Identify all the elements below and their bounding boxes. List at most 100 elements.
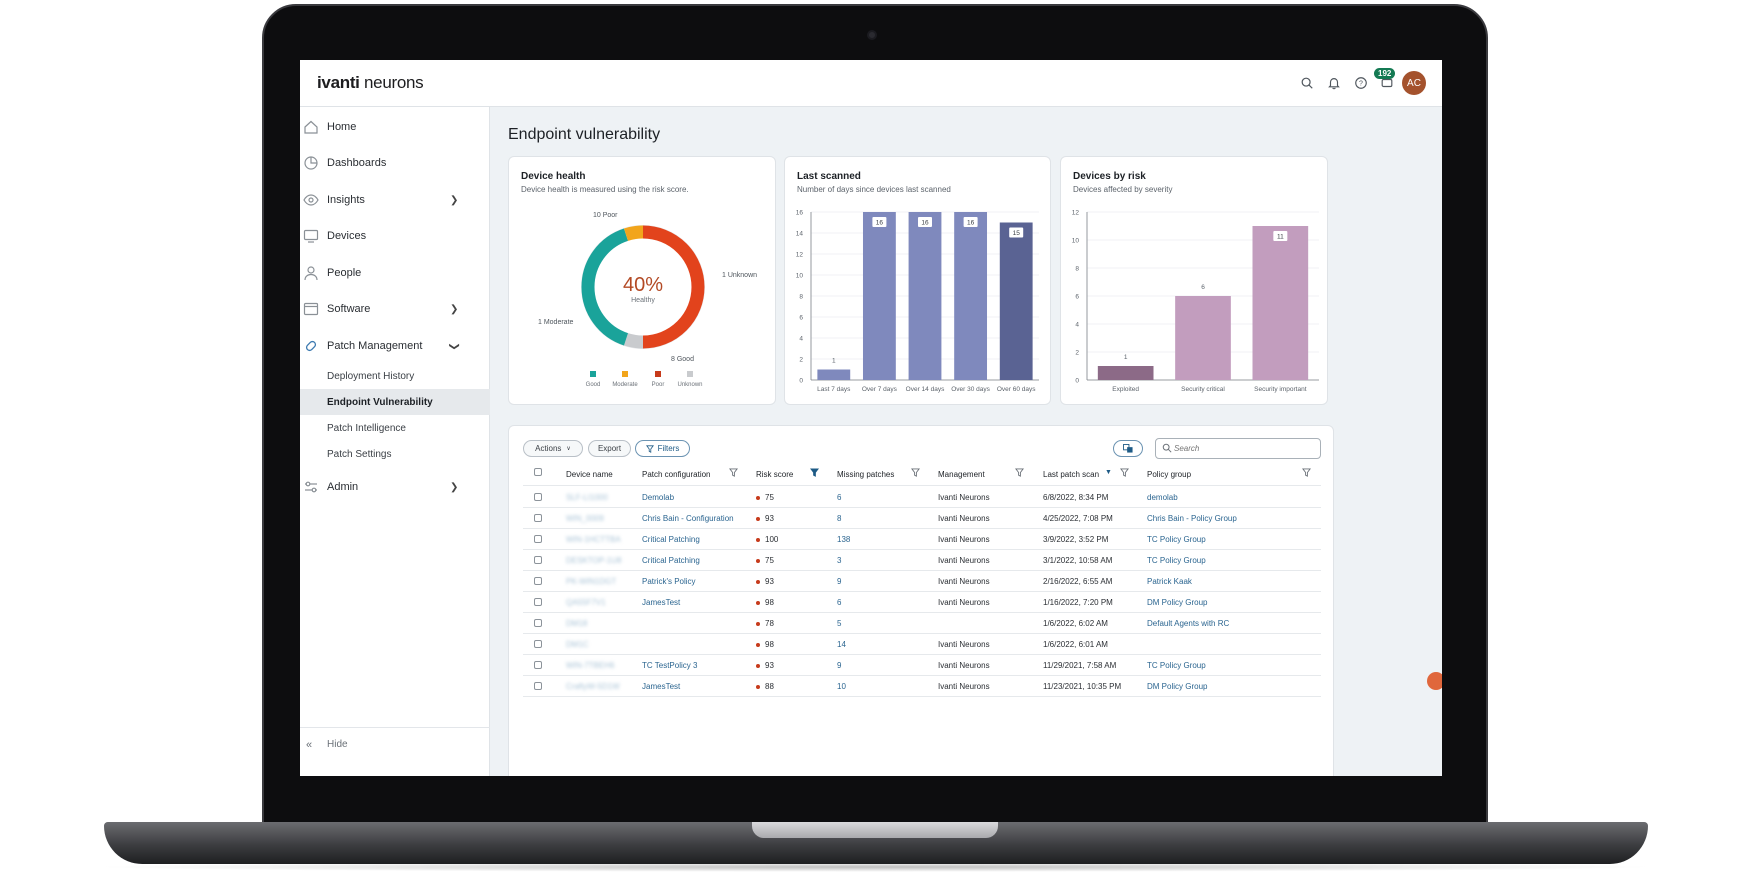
cell-missing[interactable]: 14 (837, 640, 846, 649)
cell-policy[interactable]: TC Policy Group (1147, 556, 1206, 565)
sidebar-item-software[interactable]: Software ❯ (300, 291, 490, 327)
search-input[interactable] (1174, 441, 1314, 456)
card-subtitle: Devices affected by severity (1073, 185, 1173, 194)
column-header-management[interactable]: Management (938, 464, 985, 484)
actions-dropdown[interactable]: Actions ∨ (523, 440, 583, 457)
row-checkbox[interactable] (534, 598, 542, 606)
column-header-missing-patches[interactable]: Missing patches (837, 464, 894, 484)
cell-missing[interactable]: 6 (837, 493, 841, 502)
search-icon[interactable] (1298, 74, 1316, 92)
filter-funnel-icon[interactable] (911, 468, 920, 477)
bar-over-7-days[interactable] (862, 212, 896, 380)
filter-funnel-icon[interactable] (1015, 468, 1024, 477)
sidebar-subitem-endpoint-vulnerability[interactable]: Endpoint Vulnerability (300, 389, 490, 415)
column-header-policy-group[interactable]: Policy group (1147, 464, 1191, 484)
column-header-last-patch-scan[interactable]: Last patch scan (1043, 464, 1099, 484)
cell-config[interactable]: Critical Patching (642, 556, 700, 565)
cell-policy[interactable]: Chris Bain - Policy Group (1147, 514, 1237, 523)
cell-text: TC TestPolicy 3 (642, 661, 698, 670)
cell-missing[interactable]: 3 (837, 556, 841, 565)
row-checkbox[interactable] (534, 577, 542, 585)
help-chat-bubble-icon[interactable] (1427, 672, 1442, 690)
help-icon[interactable]: ? (1352, 74, 1370, 92)
sidebar-item-devices[interactable]: Devices (300, 218, 490, 254)
filter-funnel-active-icon[interactable] (810, 468, 819, 477)
donut-slice-good[interactable] (581, 228, 629, 346)
cell-policy[interactable]: TC Policy Group (1147, 535, 1206, 544)
sidebar-item-people[interactable]: People (300, 255, 490, 291)
row-checkbox[interactable] (534, 640, 542, 648)
filter-funnel-icon[interactable] (729, 468, 738, 477)
bar-over-30-days[interactable] (954, 212, 988, 380)
bar-last-7-days[interactable] (817, 369, 851, 381)
bell-icon[interactable] (1325, 74, 1343, 92)
home-icon (303, 119, 319, 135)
sidebar-subitem-deployment-history[interactable]: Deployment History (300, 363, 490, 389)
y-tick-label: 2 (799, 357, 803, 364)
cell-text: 5 (837, 619, 842, 628)
row-checkbox[interactable] (534, 556, 542, 564)
notifications-icon[interactable] (1378, 74, 1396, 92)
sidebar-item-patch-management[interactable]: Patch Management ❯ (300, 328, 490, 364)
column-header-device-name[interactable]: Device name (566, 464, 613, 484)
x-tick-label: Over 60 days (997, 386, 1036, 393)
cell-config[interactable]: Demolab (642, 493, 674, 502)
cell-missing[interactable]: 6 (837, 598, 841, 607)
cell-missing[interactable]: 9 (837, 577, 841, 586)
row-checkbox[interactable] (534, 535, 542, 543)
sidebar-item-home[interactable]: Home (300, 109, 490, 145)
sort-descending-icon[interactable]: ▼ (1105, 469, 1112, 476)
filter-funnel-icon[interactable] (1302, 468, 1311, 477)
sidebar-item-admin[interactable]: Admin ❯ (300, 469, 490, 505)
donut-slice-moderate[interactable] (623, 225, 644, 241)
select-all-checkbox[interactable] (534, 468, 542, 476)
bar-over-14-days[interactable] (908, 212, 942, 380)
cell-config[interactable]: JamesTest (642, 682, 680, 691)
cell-policy[interactable]: TC Policy Group (1147, 661, 1206, 670)
data-label: 16 (876, 220, 884, 227)
filters-button[interactable]: Filters (635, 440, 690, 457)
row-checkbox[interactable] (534, 619, 542, 627)
bar-security-critical[interactable] (1175, 296, 1231, 380)
cell-policy[interactable]: demolab (1147, 493, 1178, 502)
cell-missing[interactable]: 5 (837, 619, 841, 628)
cell-text: Ivanti Neurons (938, 493, 990, 502)
cell-config[interactable]: TC TestPolicy 3 (642, 661, 697, 670)
sidebar-item-dashboards[interactable]: Dashboards (300, 145, 490, 181)
ivanti-logo[interactable]: ivanti neurons (317, 73, 424, 92)
cell-missing[interactable]: 9 (837, 661, 841, 670)
cell-policy[interactable]: Default Agents with RC (1147, 619, 1229, 628)
cell-mgmt: Ivanti Neurons (938, 514, 990, 523)
row-checkbox[interactable] (534, 661, 542, 669)
legend-swatch-poor (655, 371, 661, 377)
cell-text: JamesTest (642, 682, 681, 691)
cell-missing[interactable]: 8 (837, 514, 841, 523)
row-checkbox[interactable] (534, 682, 542, 690)
donut-slice-poor[interactable] (642, 225, 705, 349)
sidebar-subitem-patch-settings[interactable]: Patch Settings (300, 441, 490, 467)
sidebar-item-insights[interactable]: Insights ❯ (300, 182, 490, 218)
filter-funnel-icon[interactable] (1120, 468, 1129, 477)
cell-policy[interactable]: DM Policy Group (1147, 682, 1207, 691)
donut-slice-unknown[interactable] (623, 333, 644, 349)
cell-config[interactable]: Patrick's Policy (642, 577, 696, 586)
row-checkbox[interactable] (534, 514, 542, 522)
user-avatar[interactable]: AC (1402, 71, 1426, 95)
column-header-patch-configuration[interactable]: Patch configuration (642, 464, 711, 484)
cell-config[interactable]: Critical Patching (642, 535, 700, 544)
cell-policy[interactable]: DM Policy Group (1147, 598, 1207, 607)
cell-missing[interactable]: 10 (837, 682, 846, 691)
bar-over-60-days[interactable] (999, 222, 1033, 381)
column-view-toggle[interactable] (1113, 440, 1143, 457)
cell-config[interactable]: Chris Bain - Configuration (642, 514, 734, 523)
export-button[interactable]: Export (588, 440, 631, 457)
bar-exploited[interactable] (1097, 366, 1154, 380)
hide-sidebar-button[interactable]: « Hide (300, 727, 490, 761)
cell-config[interactable]: JamesTest (642, 598, 680, 607)
sidebar-subitem-patch-intelligence[interactable]: Patch Intelligence (300, 415, 490, 441)
bar-security-important[interactable] (1252, 226, 1309, 380)
column-header-risk-score[interactable]: Risk score (756, 464, 793, 484)
cell-policy[interactable]: Patrick Kaak (1147, 577, 1192, 586)
row-checkbox[interactable] (534, 493, 542, 501)
cell-missing[interactable]: 138 (837, 535, 850, 544)
